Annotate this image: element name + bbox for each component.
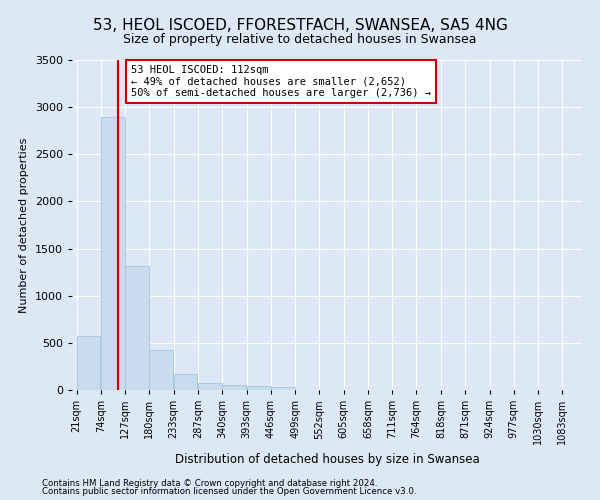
Bar	[125, 266, 149, 390]
Y-axis label: Number of detached properties: Number of detached properties	[19, 138, 29, 312]
Text: Contains HM Land Registry data © Crown copyright and database right 2024.: Contains HM Land Registry data © Crown c…	[42, 478, 377, 488]
Bar	[173, 374, 197, 390]
Bar	[247, 386, 271, 390]
Text: Contains public sector information licensed under the Open Government Licence v3: Contains public sector information licen…	[42, 487, 416, 496]
Text: Size of property relative to detached houses in Swansea: Size of property relative to detached ho…	[123, 32, 477, 46]
Bar	[223, 386, 246, 390]
Text: 53, HEOL ISCOED, FFORESTFACH, SWANSEA, SA5 4NG: 53, HEOL ISCOED, FFORESTFACH, SWANSEA, S…	[92, 18, 508, 32]
Bar	[77, 336, 100, 390]
Bar	[101, 116, 125, 390]
Text: 53 HEOL ISCOED: 112sqm
← 49% of detached houses are smaller (2,652)
50% of semi-: 53 HEOL ISCOED: 112sqm ← 49% of detached…	[131, 64, 431, 98]
Bar	[198, 383, 222, 390]
Bar	[149, 350, 173, 390]
Bar	[271, 386, 295, 390]
X-axis label: Distribution of detached houses by size in Swansea: Distribution of detached houses by size …	[175, 452, 479, 466]
